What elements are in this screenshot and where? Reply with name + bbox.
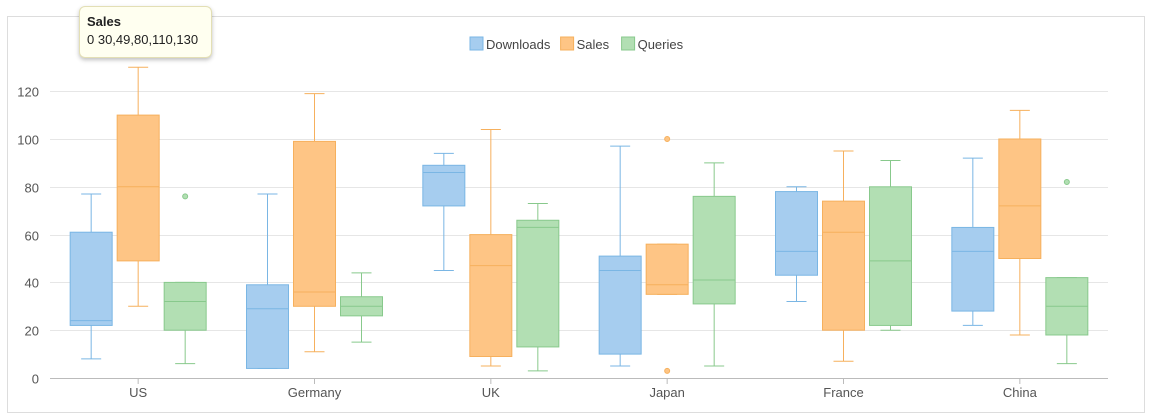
- tooltip-body: 0 30,49,80,110,130: [87, 32, 199, 47]
- grid-lines: [50, 91, 1108, 331]
- box-downloads-uk: [422, 152, 466, 271]
- box-sales-france: [822, 150, 865, 362]
- box-downloads-japan: [598, 145, 642, 367]
- iqr-box: [516, 219, 560, 348]
- y-tick-label: 40: [25, 276, 39, 291]
- box-downloads-germany: [246, 193, 289, 369]
- x-axis: US Germany UK Japan France China: [50, 378, 1108, 400]
- legend-label: Queries: [638, 37, 684, 52]
- tooltip: Sales 0 30,49,80,110,130: [79, 6, 212, 58]
- iqr-box: [645, 243, 689, 295]
- iqr-box: [598, 255, 642, 355]
- iqr-box: [163, 281, 207, 331]
- y-tick-label: 60: [25, 229, 39, 244]
- box-downloads-china: [951, 157, 995, 326]
- legend: Downloads Sales Queries: [469, 36, 684, 52]
- iqr-box: [293, 140, 336, 307]
- iqr-box: [692, 195, 736, 305]
- box-queries-germany: [340, 272, 383, 343]
- legend-swatch: [560, 36, 575, 51]
- box-downloads-us: [69, 193, 113, 360]
- iqr-box: [469, 234, 513, 357]
- legend-swatch: [621, 36, 636, 51]
- box-queries-china: [1045, 179, 1089, 365]
- box-queries-us: [163, 193, 207, 365]
- x-category-label: France: [823, 385, 863, 400]
- iqr-box: [116, 114, 160, 262]
- x-category-label: Germany: [288, 385, 342, 400]
- y-tick-label: 80: [25, 181, 39, 196]
- chart-frame: [7, 16, 1145, 413]
- y-axis: 0 20 40 60 80 100 120: [17, 85, 39, 387]
- legend-item-sales: Sales: [560, 36, 610, 52]
- boxes: [69, 66, 1089, 374]
- y-tick-label: 0: [32, 372, 39, 387]
- box-sales-japan: [645, 136, 689, 374]
- iqr-box: [998, 138, 1042, 259]
- box-queries-uk: [516, 203, 560, 372]
- y-tick-label: 20: [25, 324, 39, 339]
- y-tick-label: 120: [17, 85, 39, 100]
- x-category-label: China: [1003, 385, 1038, 400]
- iqr-box: [246, 284, 289, 369]
- box-queries-france: [869, 160, 912, 331]
- legend-label: Sales: [577, 37, 610, 52]
- iqr-box: [422, 164, 466, 207]
- legend-label: Downloads: [486, 37, 551, 52]
- box-queries-japan: [692, 162, 736, 367]
- box-sales-china: [998, 109, 1042, 336]
- x-category-label: US: [129, 385, 147, 400]
- outlier-point: [664, 367, 671, 374]
- tooltip-title: Sales: [87, 14, 121, 29]
- x-category-label: Japan: [649, 385, 684, 400]
- iqr-box: [775, 191, 818, 276]
- legend-item-downloads: Downloads: [469, 36, 551, 52]
- box-sales-germany: [293, 93, 336, 353]
- outlier-point: [1063, 179, 1070, 186]
- iqr-box: [69, 231, 113, 326]
- legend-swatch: [469, 36, 484, 51]
- iqr-box: [951, 226, 995, 312]
- y-tick-label: 100: [17, 133, 39, 148]
- box-downloads-france: [775, 186, 818, 303]
- outlier-point: [182, 193, 189, 200]
- outlier-point: [664, 136, 671, 142]
- box-sales-uk: [469, 128, 513, 367]
- iqr-box: [869, 186, 912, 326]
- box-sales-us: [116, 66, 160, 307]
- x-category-label: UK: [482, 385, 500, 400]
- iqr-box: [822, 200, 865, 331]
- legend-item-queries: Queries: [621, 36, 684, 52]
